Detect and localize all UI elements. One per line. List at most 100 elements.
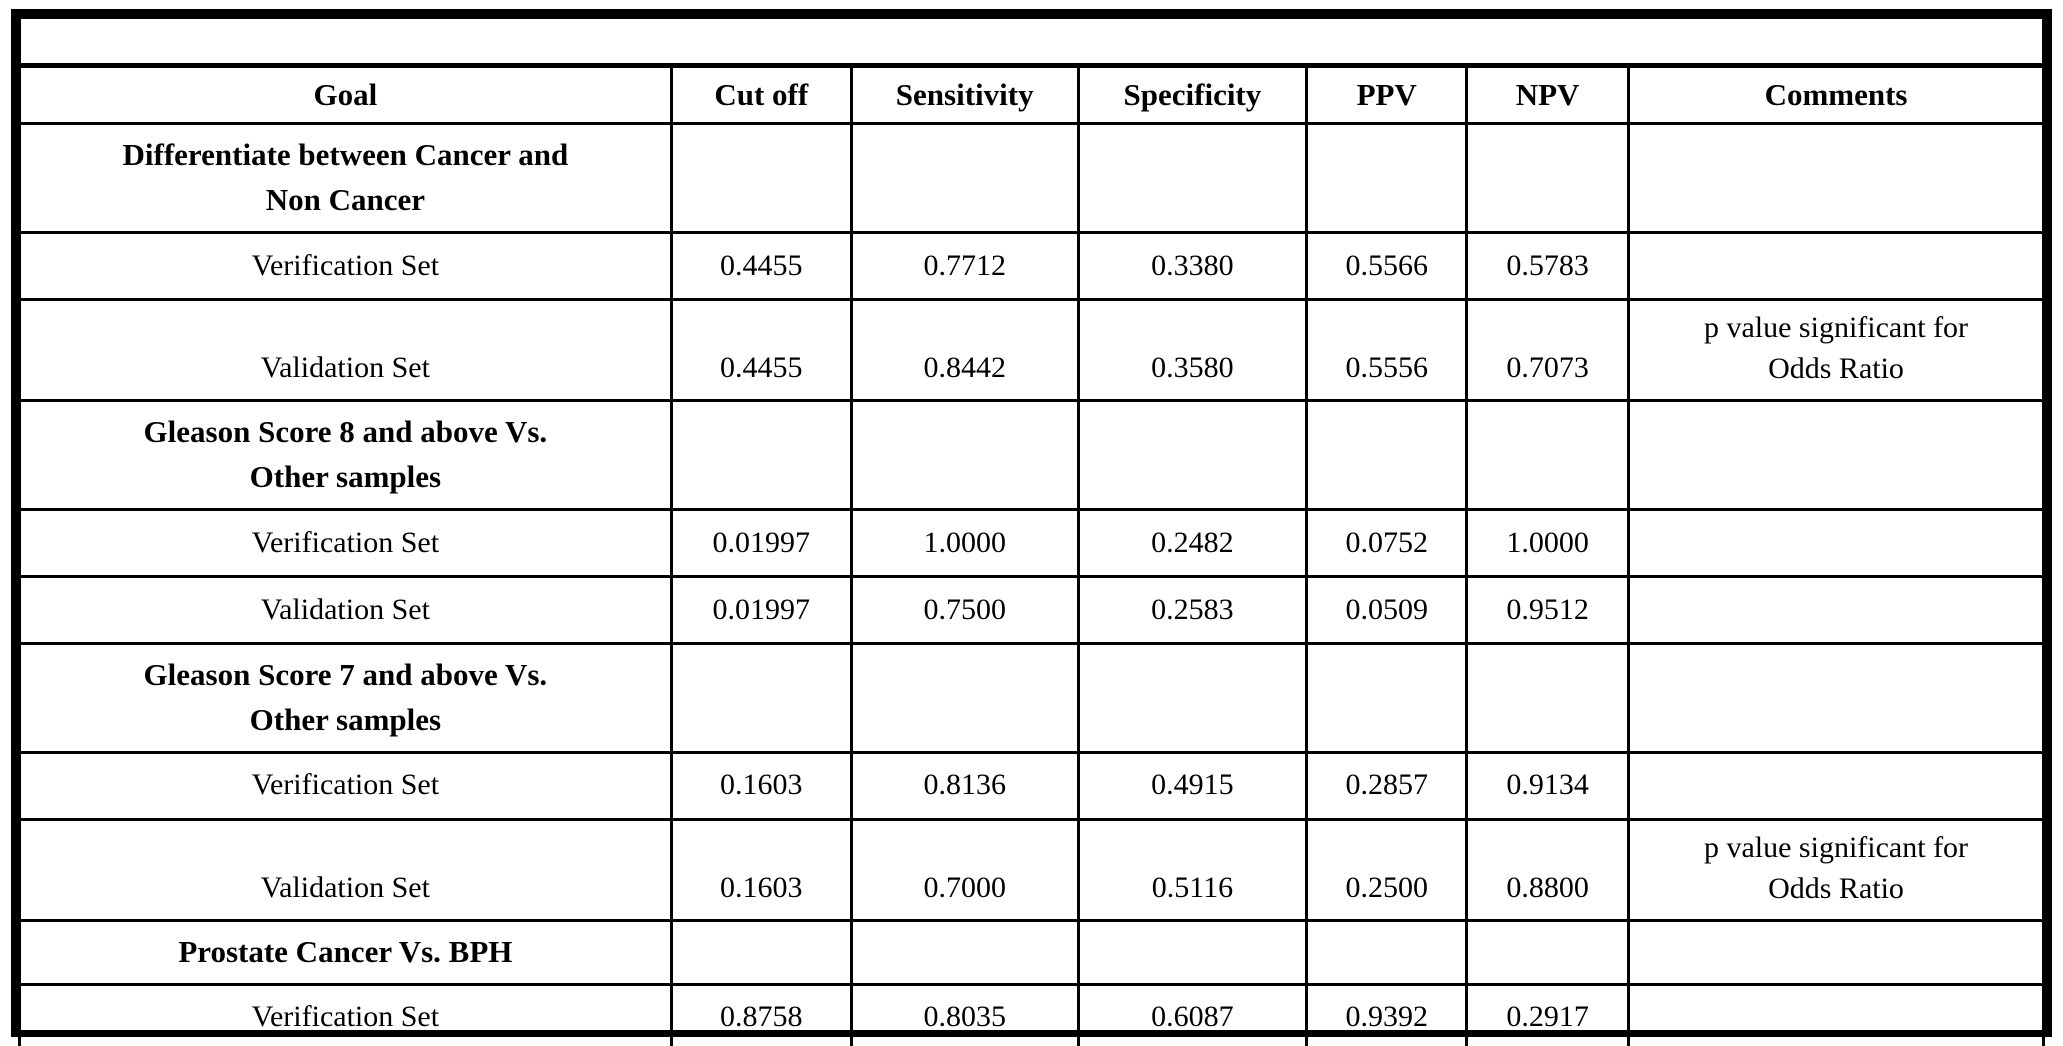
comment-cell: p value significant for Odds Ratio [1627, 297, 2045, 402]
value-cell: 0.01997 [669, 574, 853, 645]
column-header-specificity: Specificity [1076, 64, 1309, 125]
comment-cell [1627, 574, 2045, 645]
value-cell: 0.8035 [849, 982, 1080, 1046]
value-cell: 0.0509 [1305, 574, 1469, 645]
goal-cell: Verification Set [18, 230, 673, 301]
data-row: Verification Set 0.01997 1.0000 0.2482 0.075… [18, 507, 2045, 578]
value-cell: 0.8136 [849, 750, 1080, 821]
goal-cell: Verification Set [18, 982, 673, 1046]
value-cell [669, 918, 853, 986]
value-cell: 0.9512 [1465, 574, 1631, 645]
comment-cell [1627, 918, 2045, 986]
value-cell [1076, 918, 1309, 986]
comment-cell [1627, 230, 2045, 301]
value-cell [1465, 122, 1631, 234]
data-row: Validation Set 0.1603 0.7000 0.5116 0.2500 0.… [18, 817, 2045, 922]
comment-cell [1627, 398, 2045, 511]
value-cell: 1.0000 [849, 507, 1080, 578]
value-cell: 0.2857 [1305, 750, 1469, 821]
blank-spacer-row [18, 16, 2045, 68]
goal-cell: Validation Set [18, 817, 673, 922]
comment-cell [1627, 507, 2045, 578]
header-row: Goal Cut off Sensitivity Specificity PPV… [18, 64, 2045, 125]
value-cell: 0.2500 [1305, 817, 1469, 922]
column-header-sensitivity: Sensitivity [849, 64, 1080, 125]
value-cell: 0.5783 [1465, 230, 1631, 301]
value-cell: 0.8442 [849, 297, 1080, 402]
group-row: Gleason Score 8 and above Vs. Other samp… [18, 398, 2045, 511]
table-outer-frame: Goal Cut off Sensitivity Specificity PPV… [11, 9, 2052, 1046]
data-row: Verification Set 0.8758 0.8035 0.6087 0.9392… [18, 982, 2045, 1046]
goal-cell: Prostate Cancer Vs. BPH [18, 918, 673, 986]
value-cell [669, 641, 853, 754]
value-cell: 0.5556 [1305, 297, 1469, 402]
comment-cell [1627, 641, 2045, 754]
value-cell: 0.5566 [1305, 230, 1469, 301]
value-cell: 0.7712 [849, 230, 1080, 301]
value-cell [1076, 122, 1309, 234]
table-header: Goal Cut off Sensitivity Specificity PPV… [18, 16, 2045, 125]
value-cell [1076, 641, 1309, 754]
value-cell [849, 918, 1080, 986]
value-cell [669, 398, 853, 511]
comment-cell: p value significant for Odds Ratio [1627, 817, 2045, 922]
value-cell [1465, 918, 1631, 986]
group-row: Gleason Score 7 and above Vs. Other samp… [18, 641, 2045, 754]
value-cell: 0.3380 [1076, 230, 1309, 301]
data-row: Verification Set 0.1603 0.8136 0.4915 0.2857… [18, 750, 2045, 821]
data-row: Verification Set 0.4455 0.7712 0.3380 0.5566… [18, 230, 2045, 301]
value-cell [849, 398, 1080, 511]
goal-cell: Verification Set [18, 750, 673, 821]
value-cell: 0.9392 [1305, 982, 1469, 1046]
goal-cell: Verification Set [18, 507, 673, 578]
value-cell [849, 641, 1080, 754]
comment-cell [1627, 982, 2045, 1046]
value-cell: 0.9134 [1465, 750, 1631, 821]
column-header-comments: Comments [1627, 64, 2045, 125]
column-header-cutoff: Cut off [669, 64, 853, 125]
column-header-npv: NPV [1465, 64, 1631, 125]
value-cell: 0.0752 [1305, 507, 1469, 578]
value-cell: 0.7500 [849, 574, 1080, 645]
value-cell: 0.2583 [1076, 574, 1309, 645]
data-row: Validation Set 0.4455 0.8442 0.3580 0.5556 0.… [18, 297, 2045, 402]
value-cell: 0.2482 [1076, 507, 1309, 578]
comment-cell [1627, 122, 2045, 234]
goal-cell: Gleason Score 7 and above Vs. Other samp… [18, 641, 673, 754]
group-row: Prostate Cancer Vs. BPH [18, 918, 2045, 986]
value-cell: 0.4455 [669, 297, 853, 402]
value-cell: 0.01997 [669, 507, 853, 578]
value-cell [669, 122, 853, 234]
value-cell [849, 122, 1080, 234]
value-cell: 0.3580 [1076, 297, 1309, 402]
table-body: Differentiate between Cancer and Non Can… [18, 122, 2045, 1046]
column-header-ppv: PPV [1305, 64, 1469, 125]
value-cell: 0.1603 [669, 750, 853, 821]
goal-cell: Differentiate between Cancer and Non Can… [18, 122, 673, 234]
group-row: Differentiate between Cancer and Non Can… [18, 122, 2045, 234]
value-cell: 0.8758 [669, 982, 853, 1046]
value-cell: 0.7000 [849, 817, 1080, 922]
value-cell [1076, 398, 1309, 511]
value-cell [1465, 641, 1631, 754]
column-header-goal: Goal [18, 64, 673, 125]
comment-cell [1627, 750, 2045, 821]
value-cell: 0.2917 [1465, 982, 1631, 1046]
value-cell: 0.6087 [1076, 982, 1309, 1046]
value-cell: 0.7073 [1465, 297, 1631, 402]
value-cell [1305, 398, 1469, 511]
value-cell: 0.1603 [669, 817, 853, 922]
data-row: Validation Set 0.01997 0.7500 0.2583 0.0509 0… [18, 574, 2045, 645]
value-cell [1305, 918, 1469, 986]
value-cell: 0.5116 [1076, 817, 1309, 922]
goal-cell: Validation Set [18, 297, 673, 402]
value-cell: 0.8800 [1465, 817, 1631, 922]
goal-cell: Validation Set [18, 574, 673, 645]
value-cell [1305, 641, 1469, 754]
goal-cell: Gleason Score 8 and above Vs. Other samp… [18, 398, 673, 511]
value-cell: 0.4915 [1076, 750, 1309, 821]
value-cell [1305, 122, 1469, 234]
value-cell: 0.4455 [669, 230, 853, 301]
value-cell [1465, 398, 1631, 511]
